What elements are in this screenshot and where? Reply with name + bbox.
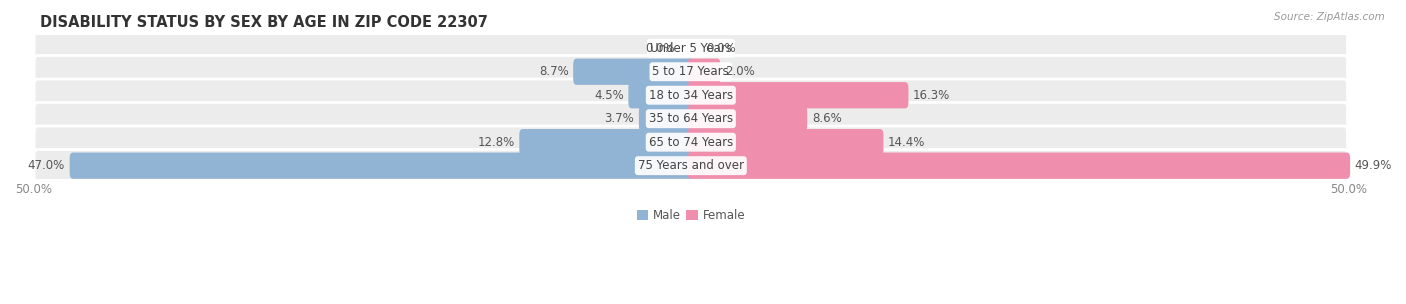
Text: 3.7%: 3.7% [605,112,634,125]
Text: 35 to 64 Years: 35 to 64 Years [648,112,733,125]
FancyBboxPatch shape [34,150,1347,182]
FancyBboxPatch shape [688,82,908,108]
Text: 47.0%: 47.0% [28,159,65,172]
Text: Source: ZipAtlas.com: Source: ZipAtlas.com [1274,12,1385,22]
Text: 8.7%: 8.7% [538,65,568,78]
FancyBboxPatch shape [70,153,695,179]
Text: 2.0%: 2.0% [725,65,755,78]
Text: Under 5 Years: Under 5 Years [650,42,731,55]
Text: 18 to 34 Years: 18 to 34 Years [648,89,733,102]
Text: 14.4%: 14.4% [889,136,925,149]
Text: 75 Years and over: 75 Years and over [638,159,744,172]
Text: 5 to 17 Years: 5 to 17 Years [652,65,730,78]
FancyBboxPatch shape [34,79,1347,112]
FancyBboxPatch shape [34,56,1347,88]
FancyBboxPatch shape [34,126,1347,158]
Text: 8.6%: 8.6% [811,112,842,125]
Text: 12.8%: 12.8% [478,136,515,149]
FancyBboxPatch shape [688,129,883,155]
Text: 65 to 74 Years: 65 to 74 Years [648,136,733,149]
FancyBboxPatch shape [688,105,807,132]
FancyBboxPatch shape [34,32,1347,64]
Text: 49.9%: 49.9% [1355,159,1392,172]
FancyBboxPatch shape [574,59,695,85]
FancyBboxPatch shape [34,102,1347,135]
FancyBboxPatch shape [519,129,695,155]
Text: 4.5%: 4.5% [595,89,624,102]
FancyBboxPatch shape [628,82,695,108]
FancyBboxPatch shape [688,59,720,85]
FancyBboxPatch shape [638,105,695,132]
Legend: Male, Female: Male, Female [631,205,749,227]
Text: 0.0%: 0.0% [707,42,737,55]
Text: DISABILITY STATUS BY SEX BY AGE IN ZIP CODE 22307: DISABILITY STATUS BY SEX BY AGE IN ZIP C… [41,15,488,30]
Text: 16.3%: 16.3% [912,89,950,102]
FancyBboxPatch shape [688,153,1350,179]
Text: 0.0%: 0.0% [645,42,675,55]
